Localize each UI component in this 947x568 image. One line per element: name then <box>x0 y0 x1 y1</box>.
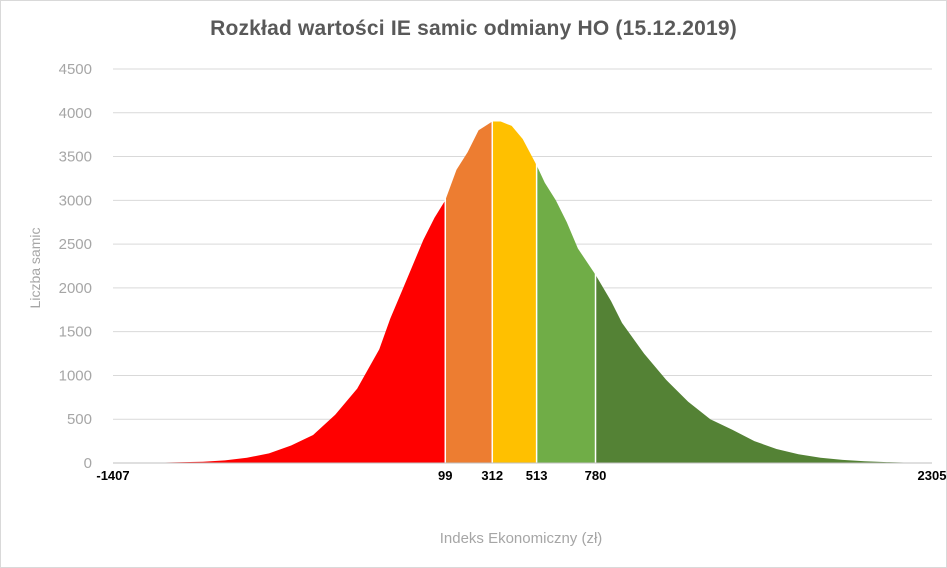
x-tick-2305: 2305 <box>918 468 947 483</box>
x-tick-513: 513 <box>526 468 548 483</box>
y-tick-4000: 4000 <box>59 105 92 122</box>
area-segment-4 <box>536 165 596 464</box>
y-axis-title: Liczba samic <box>27 228 43 309</box>
x-tick-99: 99 <box>438 468 452 483</box>
area-segment-1 <box>113 200 446 464</box>
area-segment-2 <box>445 121 493 463</box>
y-tick-2000: 2000 <box>59 280 92 297</box>
segment-dividers <box>444 119 597 463</box>
distribution-area <box>113 121 932 464</box>
area-segment-3 <box>492 121 537 463</box>
area-segment-5 <box>595 274 932 463</box>
y-tick-4500: 4500 <box>59 61 92 78</box>
x-axis-title: Indeks Ekonomiczny (zł) <box>440 530 603 547</box>
y-tick-labels: 0 500 1000 1500 2000 2500 3000 3500 4000 4500 <box>59 61 92 472</box>
x-tick-312: 312 <box>481 468 503 483</box>
y-tick-0: 0 <box>84 455 92 472</box>
y-tick-1000: 1000 <box>59 367 92 384</box>
y-tick-1500: 1500 <box>59 324 92 341</box>
y-tick-3500: 3500 <box>59 149 92 166</box>
x-tick-780: 780 <box>585 468 607 483</box>
y-tick-500: 500 <box>67 411 92 428</box>
x-tick--1407: -1407 <box>96 468 129 483</box>
y-tick-3000: 3000 <box>59 192 92 209</box>
chart-title: Rozkład wartości IE samic odmiany HO (15… <box>210 17 737 40</box>
y-tick-2500: 2500 <box>59 236 92 253</box>
x-tick-labels: -1407 99 312 513 780 2305 <box>96 468 946 483</box>
